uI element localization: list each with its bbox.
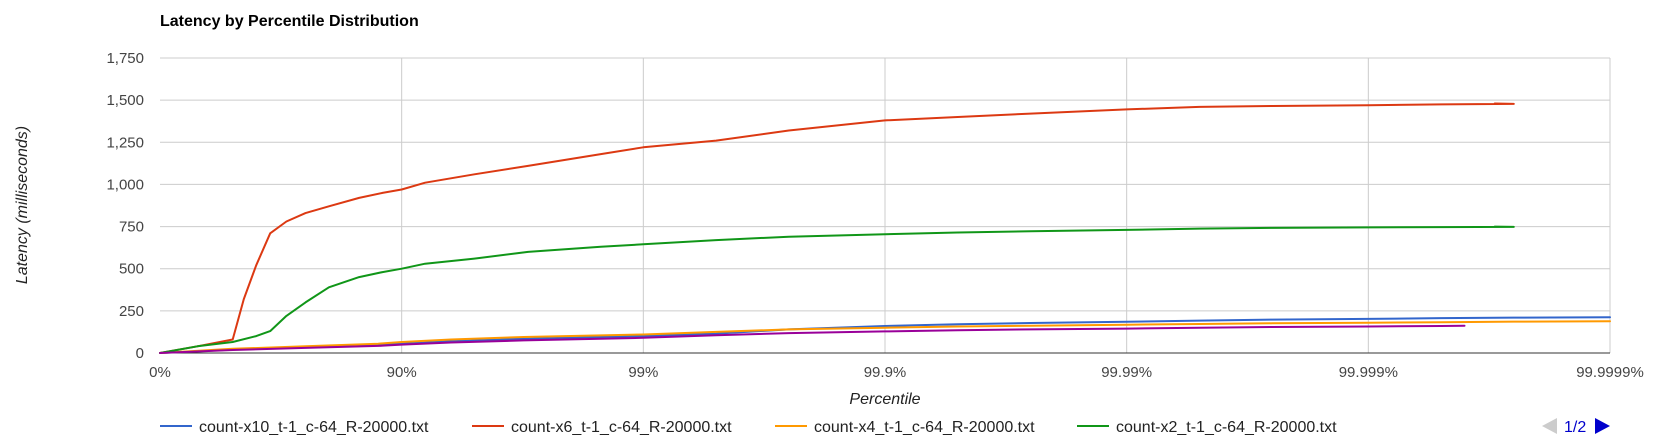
- pager-prev-icon[interactable]: [1542, 418, 1557, 434]
- x-tick-label: 0%: [149, 364, 171, 381]
- series-lines: [159, 102, 1611, 354]
- y-tick-label: 1,750: [106, 50, 144, 67]
- y-tick-label: 0: [136, 345, 144, 362]
- x-axis-ticks: 0% 90% 99% 99.9% 99.99% 99.999% 99.9999%: [149, 364, 1644, 381]
- y-axis-title: Latency (milliseconds): [14, 126, 31, 284]
- legend-item-label: count-x10_t-1_c-64_R-20000.txt: [199, 419, 429, 436]
- y-tick-label: 1,500: [106, 92, 144, 109]
- x-tick-label: 99%: [628, 364, 658, 381]
- legend-pager[interactable]: 1/2: [1542, 418, 1610, 436]
- x-tick-label: 99.9999%: [1576, 364, 1644, 381]
- series-line-5: [159, 324, 1466, 354]
- y-tick-label: 1,250: [106, 134, 144, 151]
- series-line-3: [159, 320, 1611, 354]
- x-tick-label: 90%: [387, 364, 417, 381]
- legend-item-label: count-x6_t-1_c-64_R-20000.txt: [511, 419, 732, 436]
- x-tick-label: 99.9%: [864, 364, 907, 381]
- y-tick-label: 250: [119, 303, 144, 320]
- y-tick-label: 1,000: [106, 176, 144, 193]
- pager-label: 1/2: [1564, 419, 1586, 436]
- legend: count-x10_t-1_c-64_R-20000.txt count-x6_t…: [160, 419, 1337, 436]
- y-axis-ticks: 0 250 500 750 1,000 1,250 1,500 1,750: [106, 50, 144, 362]
- series-line-4: [159, 225, 1515, 354]
- y-tick-label: 750: [119, 219, 144, 236]
- pager-next-icon[interactable]: [1595, 418, 1610, 434]
- y-tick-label: 500: [119, 261, 144, 278]
- legend-item-label: count-x4_t-1_c-64_R-20000.txt: [814, 419, 1035, 436]
- x-tick-label: 99.99%: [1101, 364, 1152, 381]
- x-axis-title: Percentile: [849, 391, 920, 408]
- chart-title: Latency by Percentile Distribution: [160, 13, 419, 30]
- grid-lines: [160, 57, 1611, 354]
- legend-item-label: count-x2_t-1_c-64_R-20000.txt: [1116, 419, 1337, 436]
- x-tick-label: 99.999%: [1339, 364, 1398, 381]
- series-line-2: [159, 102, 1515, 354]
